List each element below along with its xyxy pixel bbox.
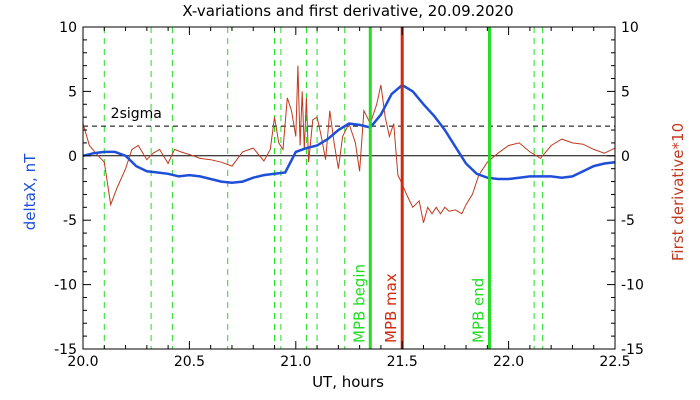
x-tick-label: 20.5 (174, 354, 205, 370)
right-y-axis: 10 5 0 -5 -10 -15 (607, 20, 644, 358)
x-tick-label: 21.0 (280, 354, 311, 370)
x-tick-label: 22.0 (493, 354, 524, 370)
left-y-tick-label: -15 (54, 342, 77, 358)
plot-area: 2sigma MPB begin MPB max MPB end (82, 27, 616, 349)
right-y-tick-label: -15 (621, 342, 644, 358)
derivative-line (82, 65, 616, 223)
left-y-axis: 10 5 0 -5 -10 -15 (54, 20, 91, 358)
left-y-tick-marks (83, 26, 91, 350)
green-dashed-lines (103, 27, 544, 349)
mpb-begin-label: MPB begin (350, 264, 368, 343)
right-y-tick-label: -10 (621, 278, 644, 294)
deltax-line (82, 83, 616, 185)
left-y-axis-label: deltaX, nT (21, 153, 39, 230)
sigma-label: 2sigma (111, 106, 162, 122)
mpb-max-label: MPB max (382, 273, 400, 343)
right-y-axis-label: First derivative*10 (669, 123, 687, 261)
right-y-tick-label: 5 (621, 84, 630, 100)
right-y-tick-label: 0 (621, 149, 630, 165)
x-tick-marks (82, 27, 616, 349)
x-axis-label: UT, hours (312, 373, 384, 391)
chart-title: X-variations and first derivative, 20.09… (182, 2, 513, 20)
left-y-tick-label: -5 (63, 213, 77, 229)
mpb-markers: MPB begin MPB max MPB end (350, 27, 491, 349)
left-y-tick-label: -10 (54, 278, 77, 294)
left-y-tick-label: 10 (59, 20, 77, 36)
left-y-tick-label: 5 (68, 84, 77, 100)
x-tick-label: 22.5 (599, 354, 630, 370)
plot-frame (82, 26, 616, 350)
right-y-tick-label: -5 (621, 213, 635, 229)
x-tick-label: 21.5 (387, 354, 418, 370)
left-y-tick-label: 0 (68, 149, 77, 165)
mpb-end-label: MPB end (469, 278, 487, 343)
right-y-tick-marks (607, 26, 615, 350)
x-axis: 20.0 20.5 21.0 21.5 22.0 22.5 (67, 27, 631, 370)
right-y-tick-label: 10 (621, 20, 639, 36)
x-tick-label: 20.0 (67, 354, 98, 370)
